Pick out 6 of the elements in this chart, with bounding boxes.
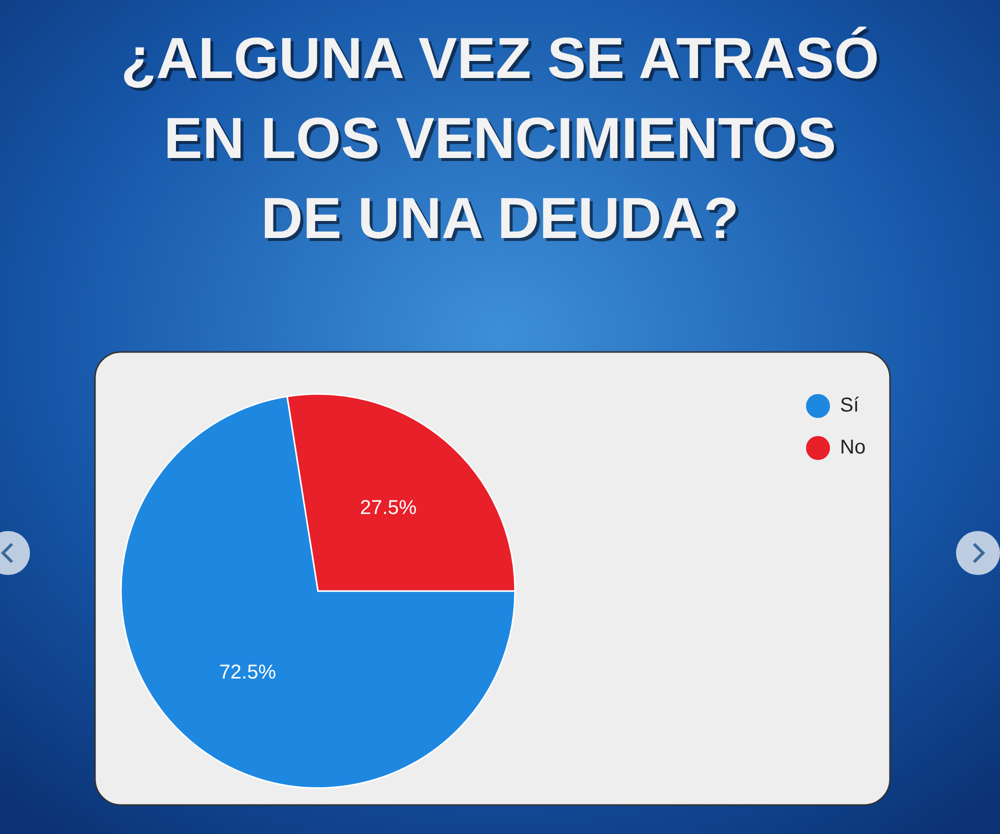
legend-label: No: [840, 436, 866, 458]
data-label: 27.5%: [360, 496, 417, 519]
data-label: 72.5%: [219, 662, 276, 684]
chart-title: ¿ALGUNA VEZ SE ATRASÓ EN LOS VENCIMIENTOS DE UNA DEUDA?: [120, 26, 880, 251]
legend-label: Sí: [840, 394, 860, 416]
pie-slice: [120, 396, 516, 788]
